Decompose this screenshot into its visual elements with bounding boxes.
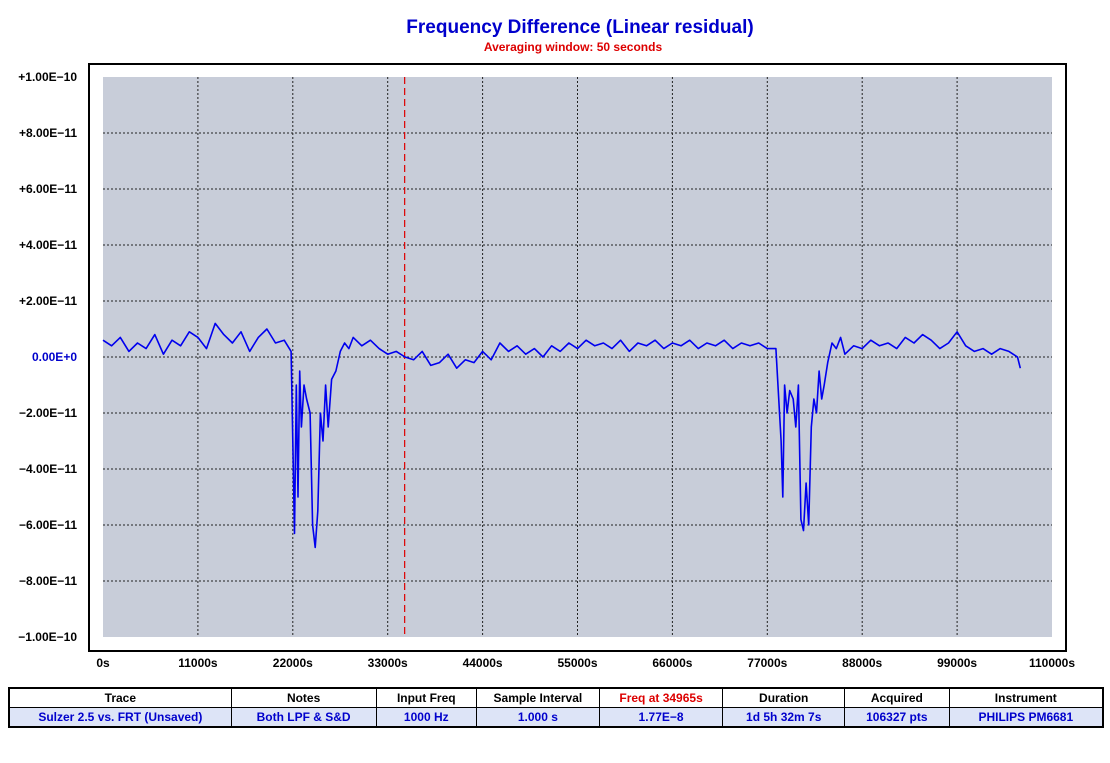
value-acquired: 106327 pts [844,707,950,728]
chart-area: +1.00E−10 +8.00E−11 +6.00E−11 +4.00E−11 +2.0… [18,63,1075,670]
x-tick-label: 77000s [747,656,787,670]
x-tick-label: 99000s [937,656,977,670]
chart-subtitle: Averaging window: 50 seconds [483,40,663,54]
value-sample-interval: 1.000 s [476,707,600,728]
y-tick-label: 0.00E+0 [32,350,77,364]
y-tick-label: −2.00E−11 [19,406,77,420]
x-tick-label: 0s [96,656,110,670]
value-notes: Both LPF & S&D [230,707,377,728]
y-tick-labels: +1.00E−10 +8.00E−11 +6.00E−11 +4.00E−11 +2.0… [18,70,77,644]
header-instrument: Instrument [948,687,1104,708]
header-freq-at-cursor: Freq at 34965s [598,687,724,708]
y-tick-label: −8.00E−11 [19,574,77,588]
header-sample-interval: Sample Interval [476,687,600,708]
y-tick-label: +2.00E−11 [19,294,77,308]
x-tick-label: 88000s [842,656,882,670]
x-tick-label: 11000s [178,656,218,670]
x-tick-labels: 0s 11000s 22000s 33000s 44000s 55000s 66000s 77… [96,656,1075,670]
y-tick-label: +8.00E−11 [19,126,77,140]
series-layer [102,322,1022,549]
x-tick-label: 22000s [273,656,313,670]
header-notes: Notes [230,687,377,708]
series-line [102,322,1022,549]
header-acquired: Acquired [844,687,950,708]
x-tick-label: 44000s [463,656,503,670]
info-table-header-row: Trace Notes Input Freq Sample Interval F… [8,687,1104,708]
x-tick-label: 55000s [557,656,597,670]
y-tick-label: +6.00E−11 [19,182,77,196]
value-trace: Sulzer 2.5 vs. FRT (Unsaved) [8,707,232,728]
x-tick-label: 110000s [1029,656,1075,670]
header-trace: Trace [8,687,232,708]
value-input-freq: 1000 Hz [375,707,478,728]
info-table-value-row: Sulzer 2.5 vs. FRT (Unsaved) Both LPF & … [8,707,1104,728]
y-tick-label: −4.00E−11 [19,462,77,476]
value-freq-at-cursor: 1.77E−8 [598,707,724,728]
y-tick-label: −6.00E−11 [19,518,77,532]
y-tick-label: +4.00E−11 [19,238,77,252]
y-tick-label: +1.00E−10 [18,70,77,84]
chart-title: Frequency Difference (Linear residual) [406,17,754,38]
x-tick-label: 66000s [652,656,692,670]
x-tick-label: 33000s [368,656,408,670]
info-table: Trace Notes Input Freq Sample Interval F… [8,687,1104,728]
value-instrument: PHILIPS PM6681 [948,707,1104,728]
header-input-freq: Input Freq [375,687,478,708]
grid-lines [103,77,1052,637]
header-duration: Duration [722,687,846,708]
y-tick-label: −1.00E−10 [18,630,77,644]
value-duration: 1d 5h 32m 7s [722,707,846,728]
